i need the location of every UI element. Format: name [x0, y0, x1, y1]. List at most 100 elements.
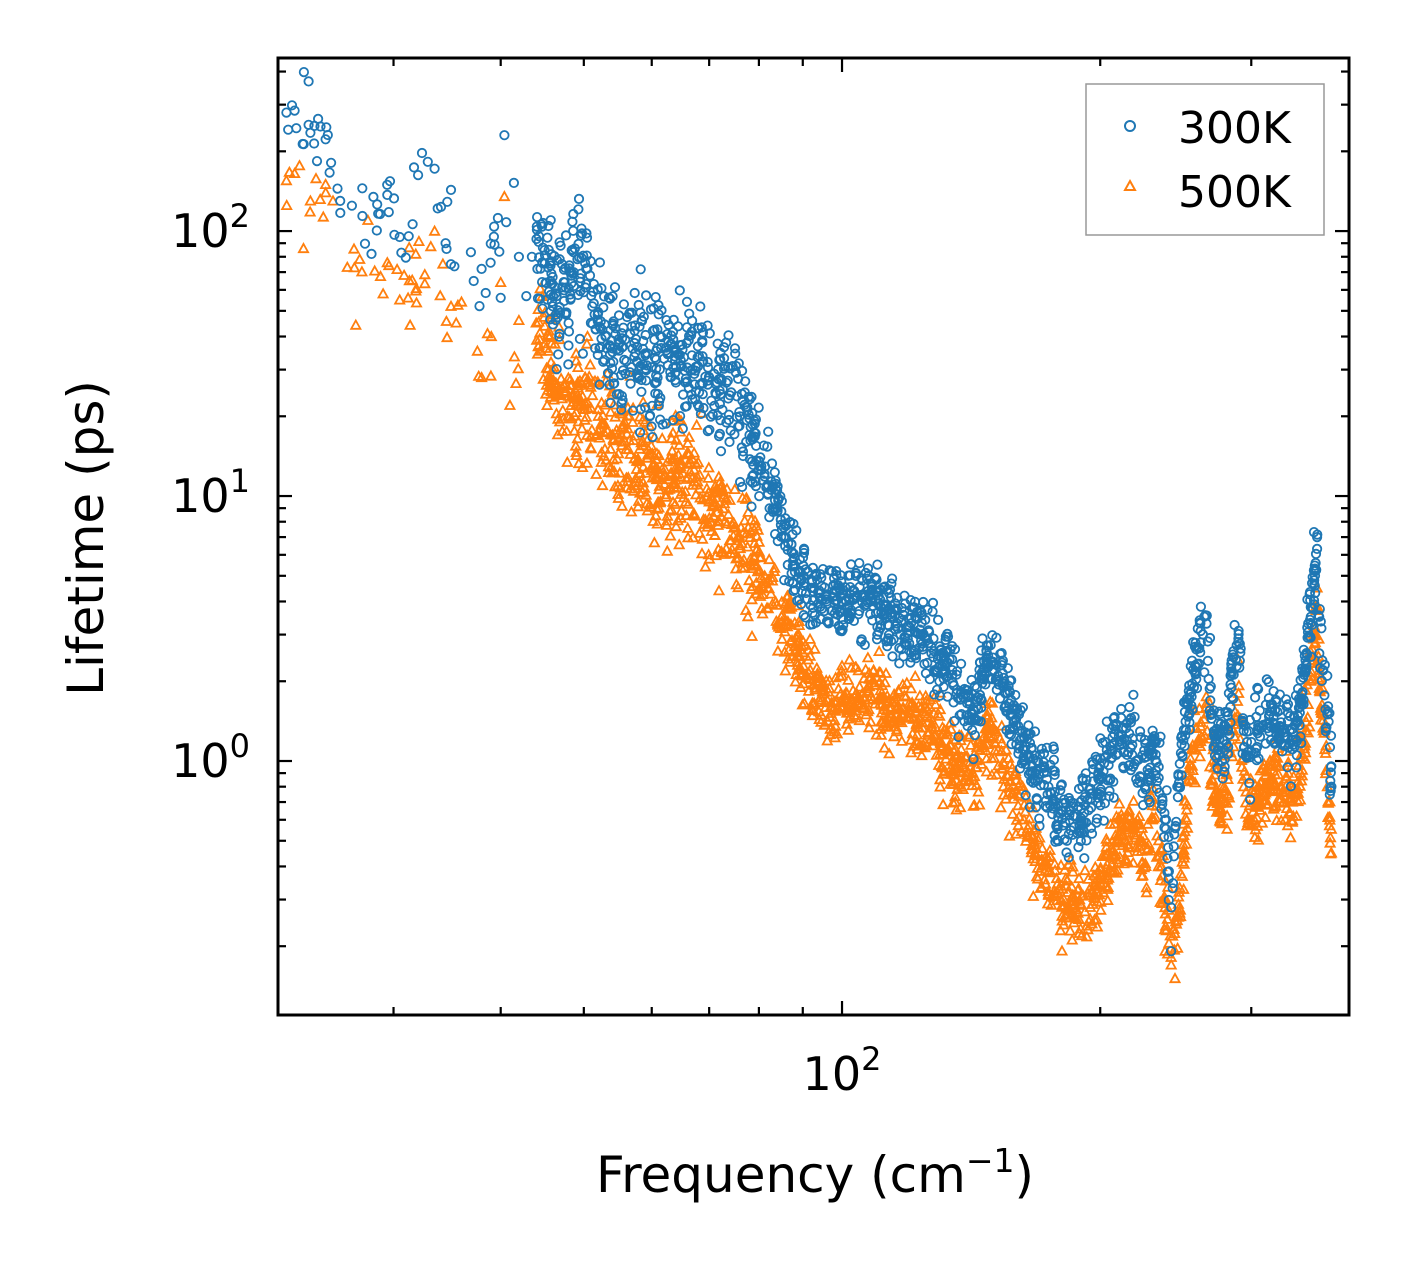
data-point-300k — [1021, 729, 1032, 740]
data-point-500k — [744, 552, 757, 564]
data-point-300k — [1137, 787, 1148, 799]
data-point-500k — [532, 315, 545, 327]
data-point-300k — [374, 208, 386, 220]
data-point-300k — [1075, 835, 1087, 847]
data-point-300k — [826, 566, 838, 577]
data-point-500k — [810, 661, 823, 673]
data-point-500k — [1133, 818, 1147, 830]
data-point-300k — [894, 642, 905, 654]
data-point-500k — [1080, 930, 1093, 942]
data-point-500k — [1149, 810, 1162, 822]
data-point-300k — [1047, 793, 1059, 804]
data-point-300k — [972, 703, 984, 715]
data-point-300k — [554, 254, 565, 265]
data-point-500k — [1127, 794, 1140, 806]
data-point-500k — [936, 720, 949, 732]
data-point-300k — [819, 582, 830, 593]
data-point-300k — [647, 400, 658, 411]
data-point-500k — [680, 509, 693, 521]
data-point-300k — [1075, 815, 1086, 827]
data-point-300k — [636, 386, 647, 397]
data-point-300k — [1319, 690, 1330, 701]
data-point-500k — [660, 518, 673, 530]
data-point-300k — [969, 715, 980, 726]
data-point-500k — [565, 412, 578, 424]
data-point-500k — [440, 331, 454, 343]
data-point-300k — [949, 715, 960, 727]
data-point-300k — [721, 377, 732, 388]
data-point-500k — [1267, 777, 1280, 789]
data-point-500k — [1248, 830, 1261, 842]
data-point-500k — [972, 753, 985, 765]
data-point-500k — [1272, 792, 1285, 804]
data-point-500k — [646, 471, 659, 483]
data-point-300k — [649, 352, 661, 363]
data-point-300k — [985, 639, 996, 651]
data-point-300k — [594, 257, 606, 268]
data-point-500k — [1291, 795, 1305, 807]
data-point-500k — [1193, 750, 1207, 762]
data-point-500k — [1271, 751, 1284, 763]
data-point-500k — [1023, 818, 1036, 830]
data-point-500k — [835, 659, 849, 671]
data-point-500k — [1204, 777, 1217, 789]
data-point-500k — [1085, 917, 1099, 929]
data-point-500k — [840, 706, 853, 718]
data-point-300k — [1013, 720, 1024, 732]
data-point-500k — [784, 635, 797, 647]
data-point-300k — [954, 710, 965, 721]
data-point-300k — [1324, 742, 1336, 753]
data-point-500k — [755, 550, 768, 562]
data-point-300k — [624, 308, 635, 320]
data-point-300k — [969, 729, 981, 741]
data-point-300k — [432, 203, 443, 214]
data-point-300k — [859, 639, 870, 651]
data-point-300k — [730, 348, 741, 359]
data-point-500k — [1227, 717, 1241, 729]
data-point-300k — [1167, 883, 1178, 894]
data-point-500k — [1319, 746, 1332, 758]
data-point-500k — [751, 542, 764, 554]
data-point-300k — [640, 329, 651, 341]
data-point-300k — [773, 495, 784, 506]
data-point-300k — [775, 514, 786, 526]
data-point-500k — [993, 732, 1007, 744]
data-point-300k — [554, 328, 565, 339]
data-point-500k — [805, 702, 819, 714]
data-point-300k — [1041, 742, 1052, 753]
data-point-500k — [738, 514, 751, 526]
data-point-500k — [1007, 787, 1020, 799]
data-point-300k — [779, 574, 790, 586]
data-point-300k — [769, 467, 780, 478]
data-point-300k — [1295, 698, 1306, 709]
data-point-300k — [1204, 683, 1215, 694]
data-point-500k — [809, 683, 822, 695]
data-point-500k — [940, 728, 954, 740]
data-point-500k — [1140, 881, 1153, 893]
data-point-500k — [1048, 857, 1061, 869]
data-point-300k — [1125, 717, 1137, 728]
data-point-300k — [902, 633, 913, 644]
data-point-500k — [283, 165, 296, 177]
data-point-500k — [472, 369, 485, 381]
data-point-300k — [1038, 757, 1049, 768]
data-point-300k — [923, 625, 934, 636]
data-point-300k — [613, 310, 625, 321]
data-point-300k — [932, 665, 943, 677]
data-point-500k — [1103, 864, 1117, 876]
data-point-300k — [1040, 800, 1051, 812]
data-point-300k — [940, 631, 952, 642]
data-point-300k — [1301, 660, 1312, 671]
data-point-300k — [532, 293, 544, 304]
data-point-300k — [315, 121, 326, 132]
data-point-500k — [1324, 847, 1337, 859]
data-point-500k — [1061, 873, 1074, 885]
data-point-300k — [646, 421, 657, 432]
data-point-300k — [542, 232, 553, 243]
data-point-500k — [1281, 819, 1294, 831]
data-point-300k — [976, 645, 987, 656]
data-point-300k — [616, 404, 627, 415]
data-point-500k — [572, 457, 585, 469]
data-point-300k — [1128, 689, 1139, 700]
data-point-500k — [544, 355, 558, 367]
